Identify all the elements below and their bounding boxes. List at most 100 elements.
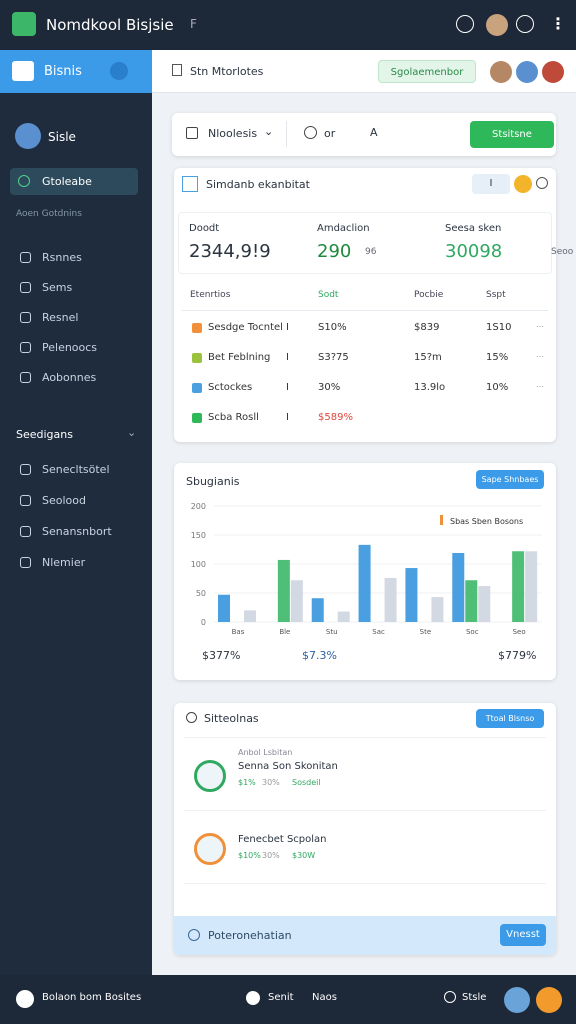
table: Etenrtios Sodt Pocbie Sspt Sesdge Tocntel I S1… bbox=[174, 280, 556, 440]
header-action[interactable]: Sgolaemenbor bbox=[378, 60, 476, 83]
chart-card: Sbugianis Sape Shnbaes 0 50 100 150 200 Sbas … bbox=[174, 463, 556, 680]
bar bbox=[290, 580, 303, 622]
y-tick-label: 50 bbox=[196, 589, 206, 598]
menu-dots[interactable]: ⋮ bbox=[550, 14, 566, 33]
row-menu[interactable]: ⋯ bbox=[536, 352, 544, 361]
chart-footer: $7.3% bbox=[302, 649, 337, 662]
x-tick-label: Soc bbox=[466, 628, 479, 636]
y-tick-label: 100 bbox=[191, 560, 206, 569]
table-cell: Sctockes bbox=[208, 382, 253, 393]
item-stat: $30W bbox=[292, 851, 316, 860]
bottom-link[interactable]: Naos bbox=[312, 992, 337, 1003]
nav-label[interactable]: Seolood bbox=[42, 494, 86, 507]
search-button[interactable]: Vnesst bbox=[500, 924, 546, 946]
chart-button[interactable]: Sape Shnbaes bbox=[476, 470, 544, 489]
avatar[interactable] bbox=[516, 61, 538, 83]
row-menu[interactable]: ⋯ bbox=[536, 382, 544, 391]
badge[interactable]: I bbox=[472, 174, 510, 194]
nav-label[interactable]: Sems bbox=[42, 281, 73, 294]
mode[interactable]: A bbox=[370, 126, 378, 139]
icon-button[interactable] bbox=[456, 15, 474, 33]
profile-avatar[interactable] bbox=[15, 123, 41, 149]
table-cell: $839 bbox=[414, 322, 440, 333]
nav-icon bbox=[20, 526, 31, 537]
nav-icon bbox=[20, 372, 31, 383]
nav-active[interactable]: Gtoleabe bbox=[10, 168, 138, 195]
nav-label[interactable]: Aobonnes bbox=[42, 371, 97, 384]
table-cell: I bbox=[286, 352, 289, 363]
nav-icon bbox=[20, 342, 31, 353]
table-cell: S3?75 bbox=[318, 352, 349, 363]
avatar[interactable] bbox=[504, 987, 530, 1013]
group-title[interactable]: Seedigans bbox=[16, 428, 73, 441]
divider bbox=[286, 121, 287, 147]
chart-footer: $377% bbox=[202, 649, 240, 662]
primary-button[interactable]: Stsitsne bbox=[470, 121, 554, 148]
x-tick-label: Bas bbox=[232, 628, 245, 636]
row-icon bbox=[192, 383, 202, 393]
table-cell: 10% bbox=[486, 382, 509, 393]
table-cell: S10% bbox=[318, 322, 347, 333]
brand-badge[interactable] bbox=[110, 62, 128, 80]
card-icon bbox=[182, 176, 198, 192]
nav-label[interactable]: Pelenoocs bbox=[42, 341, 98, 354]
nav-label[interactable]: Resnel bbox=[42, 311, 79, 324]
item-stat: 30% bbox=[262, 778, 280, 787]
nav-label[interactable]: Senecltsötel bbox=[42, 463, 110, 476]
nav-label[interactable]: Nlemier bbox=[42, 556, 86, 569]
card-title: Simdanb ekanbitat bbox=[206, 178, 310, 191]
stat-value: 30098 bbox=[445, 241, 503, 262]
header-icon bbox=[172, 64, 182, 76]
nav-icon bbox=[20, 252, 31, 263]
bottom-right[interactable]: Stsle bbox=[462, 992, 487, 1003]
item-divider bbox=[184, 810, 546, 811]
nav-icon bbox=[20, 282, 31, 293]
avatar[interactable] bbox=[486, 14, 508, 36]
nav-label[interactable]: Rsnnes bbox=[42, 251, 82, 264]
nav-label[interactable]: Senansnbort bbox=[42, 525, 112, 538]
bar bbox=[405, 568, 418, 622]
list-icon bbox=[186, 712, 197, 723]
row-menu[interactable]: ⋯ bbox=[536, 322, 544, 331]
search-text[interactable]: Poteronehatian bbox=[208, 929, 292, 942]
select[interactable]: Nloolesis bbox=[208, 127, 258, 140]
item-title[interactable]: Fenecbet Scpolan bbox=[238, 834, 327, 845]
list-title: Sitteolnas bbox=[204, 712, 259, 725]
list-button[interactable]: Ttoal Blsnso bbox=[476, 709, 544, 728]
stat-label: Amdaclion bbox=[317, 223, 370, 234]
nav-icon bbox=[20, 312, 31, 323]
bar-chart: 0 50 100 150 200 Sbas Sben Bosons Bas Ble Stu Sac… bbox=[191, 502, 542, 662]
icon-button[interactable] bbox=[516, 15, 534, 33]
toolbar: Nloolesis ⌄ or A Stsitsne bbox=[172, 113, 556, 156]
table-header: Etenrtios bbox=[190, 290, 231, 300]
profile-name[interactable]: Sisle bbox=[48, 130, 76, 144]
field[interactable]: or bbox=[324, 127, 336, 140]
bar bbox=[478, 586, 491, 622]
avatar[interactable] bbox=[542, 61, 564, 83]
sidebar-brand: Bisnis bbox=[0, 50, 152, 93]
table-header: Sodt bbox=[318, 290, 339, 300]
table-cell: I bbox=[286, 322, 289, 333]
bar bbox=[311, 598, 324, 622]
bar bbox=[431, 597, 444, 622]
stats-row: Doodt 2344,9!9 Amdaclion 290 96 Seesa sken 300… bbox=[178, 212, 573, 274]
select-caret[interactable]: ⌄ bbox=[264, 125, 274, 138]
bottom-link[interactable]: Senit bbox=[268, 992, 294, 1003]
table-cell: 1S10 bbox=[486, 322, 512, 333]
item-title[interactable]: Senna Son Skonitan bbox=[238, 761, 338, 772]
list-card: Sitteolnas Ttoal Blsnso Anbol Lsbitan Sen… bbox=[174, 703, 556, 955]
table-cell: Scba Rosll bbox=[208, 412, 259, 423]
stat-value: 2344,9!9 bbox=[189, 241, 271, 262]
chevron[interactable]: ⌄ bbox=[127, 426, 137, 439]
y-tick-label: 0 bbox=[201, 618, 206, 627]
x-tick-label: Stu bbox=[326, 628, 338, 636]
avatar[interactable] bbox=[536, 987, 562, 1013]
item-stat: $1% bbox=[238, 778, 256, 787]
x-tick-label: Ste bbox=[420, 628, 432, 636]
app-logo bbox=[12, 12, 36, 36]
brand-icon bbox=[12, 61, 34, 81]
brand: Bisnis bbox=[44, 64, 82, 79]
shortcut[interactable]: F bbox=[190, 17, 197, 31]
avatar[interactable] bbox=[490, 61, 512, 83]
